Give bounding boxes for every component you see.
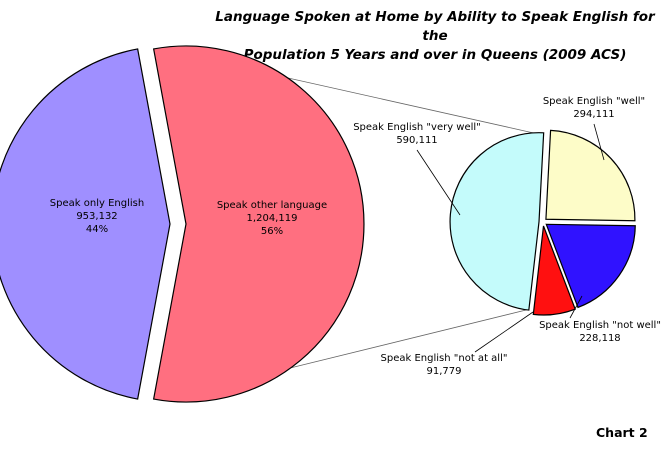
slice-not-well xyxy=(545,223,636,309)
chart-number-label: Chart 2 xyxy=(596,425,648,440)
label-speak-only-english-line-3: 44% xyxy=(86,224,108,235)
label-well-line-1: Speak English "well" xyxy=(543,96,645,107)
slice-speak-other-language xyxy=(152,45,365,403)
detail-pie xyxy=(449,129,636,316)
label-well-line-2: 294,111 xyxy=(573,109,614,120)
label-speak-other-language-line-3: 56% xyxy=(261,226,283,237)
slice-speak-only-english xyxy=(0,48,171,400)
label-not-at-all-line-2: 91,779 xyxy=(427,366,462,377)
chart-title: Language Spoken at Home by Ability to Sp… xyxy=(215,8,655,65)
label-very-well-line-2: 590,111 xyxy=(396,135,437,146)
leader-not-at-all xyxy=(474,311,534,353)
leader-well xyxy=(593,123,605,161)
label-not-well-line-2: 228,118 xyxy=(579,333,620,344)
leader-not-well xyxy=(569,295,583,319)
label-speak-only-english-line-1: Speak only English xyxy=(50,198,144,209)
label-speak-only-english-line-2: 953,132 xyxy=(76,211,117,222)
data-labels: Speak only English 953,132 44% Speak other … xyxy=(50,96,661,377)
label-speak-other-language-line-1: Speak other language xyxy=(217,200,327,211)
label-very-well-line-1: Speak English "very well" xyxy=(353,122,481,133)
main-pie xyxy=(0,45,365,403)
label-speak-other-language-line-2: 1,204,119 xyxy=(247,213,298,224)
slice-very-well xyxy=(449,132,545,311)
slice-well xyxy=(545,129,636,222)
leader-very-well xyxy=(416,149,461,216)
label-not-well-line-1: Speak English "not well" xyxy=(539,320,661,331)
label-not-at-all-line-1: Speak English "not at all" xyxy=(381,353,508,364)
chart-title-line-2: Population 5 Years and over in Queens (2… xyxy=(243,47,627,63)
chart-title-line-1: Language Spoken at Home by Ability to Sp… xyxy=(215,9,655,44)
